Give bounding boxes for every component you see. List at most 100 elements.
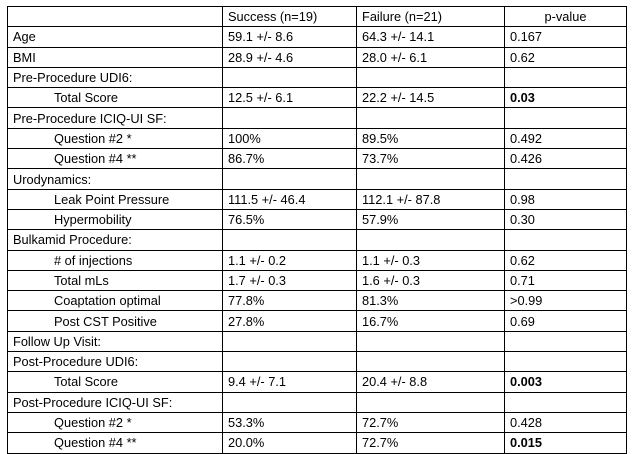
success-value: 53.3% [222, 411, 357, 434]
p-value: 0.62 [504, 46, 627, 68]
table-row: Age 59.1 +/- 8.6 64.3 +/- 14.1 0.167 [7, 26, 627, 48]
row-label: # of injections [7, 249, 223, 271]
failure-value [356, 391, 505, 413]
p-value [504, 351, 627, 373]
table-row: Total Score 9.4 +/- 7.1 20.4 +/- 8.8 0.003 [7, 371, 627, 393]
table-row: BMI 28.9 +/- 4.6 28.0 +/- 6.1 0.62 [7, 46, 627, 68]
failure-value: 1.1 +/- 0.3 [356, 249, 505, 271]
success-value [222, 330, 357, 353]
row-label: Post-Procedure ICIQ-UI SF: [7, 391, 223, 413]
p-value: 0.015 [504, 432, 627, 454]
p-value [504, 66, 627, 89]
table-section-row: Post-Procedure ICIQ-UI SF: [7, 391, 627, 413]
table-header-row: Success (n=19) Failure (n=21) p-value [7, 5, 627, 28]
table-row: Question #2 * 100% 89.5% 0.492 [7, 127, 627, 150]
failure-value: 16.7% [356, 310, 505, 332]
p-value [504, 168, 627, 190]
row-label: Total Score [7, 371, 223, 393]
p-value: >0.99 [504, 290, 627, 312]
failure-value [356, 66, 505, 89]
header-success: Success (n=19) [222, 5, 357, 28]
failure-value: 1.6 +/- 0.3 [356, 269, 505, 292]
p-value: 0.71 [504, 269, 627, 292]
table-row: Question #2 * 53.3% 72.7% 0.428 [7, 411, 627, 434]
p-value: 0.167 [504, 26, 627, 48]
p-value: 0.30 [504, 208, 627, 231]
failure-value: 73.7% [356, 148, 505, 170]
failure-value: 89.5% [356, 127, 505, 150]
row-label: Total mLs [7, 269, 223, 292]
failure-value [356, 330, 505, 353]
p-value: 0.426 [504, 148, 627, 170]
table-row: Question #4 ** 20.0% 72.7% 0.015 [7, 432, 627, 454]
table-row: Hypermobility 76.5% 57.9% 0.30 [7, 208, 627, 231]
table-section-row: Pre-Procedure ICIQ-UI SF: [7, 107, 627, 129]
success-value: 1.1 +/- 0.2 [222, 249, 357, 271]
row-label: Age [7, 26, 223, 48]
p-value: 0.003 [504, 371, 627, 393]
p-value [504, 391, 627, 413]
success-value: 9.4 +/- 7.1 [222, 371, 357, 393]
failure-value: 20.4 +/- 8.8 [356, 371, 505, 393]
row-label: Urodynamics: [7, 168, 223, 190]
row-label: Question #4 ** [7, 148, 223, 170]
results-table-container: Success (n=19) Failure (n=21) p-value Ag… [7, 5, 627, 454]
success-value [222, 107, 357, 129]
failure-value: 72.7% [356, 432, 505, 454]
row-label: Hypermobility [7, 208, 223, 231]
p-value: 0.492 [504, 127, 627, 150]
failure-value: 81.3% [356, 290, 505, 312]
table-section-row: Pre-Procedure UDI6: [7, 66, 627, 89]
success-value: 12.5 +/- 6.1 [222, 87, 357, 109]
failure-value: 57.9% [356, 208, 505, 231]
success-value: 1.7 +/- 0.3 [222, 269, 357, 292]
p-value [504, 229, 627, 251]
row-label: Pre-Procedure ICIQ-UI SF: [7, 107, 223, 129]
p-value: 0.69 [504, 310, 627, 332]
row-label: Post CST Positive [7, 310, 223, 332]
table-row: Leak Point Pressure 111.5 +/- 46.4 112.1 +… [7, 188, 627, 210]
success-value: 100% [222, 127, 357, 150]
failure-value [356, 107, 505, 129]
p-value: 0.428 [504, 411, 627, 434]
row-label: BMI [7, 46, 223, 68]
failure-value: 112.1 +/- 87.8 [356, 188, 505, 210]
table-row: Total mLs 1.7 +/- 0.3 1.6 +/- 0.3 0.71 [7, 269, 627, 292]
success-value: 27.8% [222, 310, 357, 332]
failure-value [356, 351, 505, 373]
header-variable [7, 5, 223, 28]
success-value: 111.5 +/- 46.4 [222, 188, 357, 210]
table-body: Age 59.1 +/- 8.6 64.3 +/- 14.1 0.167 BMI 28.9… [7, 26, 627, 454]
table-row: # of injections 1.1 +/- 0.2 1.1 +/- 0.3 0.6… [7, 249, 627, 271]
failure-value [356, 168, 505, 190]
header-failure: Failure (n=21) [356, 5, 505, 28]
row-label: Question #2 * [7, 127, 223, 150]
success-value [222, 168, 357, 190]
table-row: Total Score 12.5 +/- 6.1 22.2 +/- 14.5 0.03 [7, 87, 627, 109]
p-value: 0.98 [504, 188, 627, 210]
table-row: Question #4 ** 86.7% 73.7% 0.426 [7, 148, 627, 170]
row-label: Question #4 ** [7, 432, 223, 454]
failure-value: 64.3 +/- 14.1 [356, 26, 505, 48]
row-label: Leak Point Pressure [7, 188, 223, 210]
table-row: Coaptation optimal 77.8% 81.3% >0.99 [7, 290, 627, 312]
row-label: Coaptation optimal [7, 290, 223, 312]
failure-value: 22.2 +/- 14.5 [356, 87, 505, 109]
p-value: 0.62 [504, 249, 627, 271]
table-section-row: Bulkamid Procedure: [7, 229, 627, 251]
success-value [222, 391, 357, 413]
row-label: Total Score [7, 87, 223, 109]
success-value: 76.5% [222, 208, 357, 231]
results-table: Success (n=19) Failure (n=21) p-value Ag… [7, 5, 627, 454]
success-value: 77.8% [222, 290, 357, 312]
failure-value [356, 229, 505, 251]
success-value: 59.1 +/- 8.6 [222, 26, 357, 48]
p-value [504, 330, 627, 353]
p-value: 0.03 [504, 87, 627, 109]
row-label: Pre-Procedure UDI6: [7, 66, 223, 89]
p-value [504, 107, 627, 129]
table-row: Post CST Positive 27.8% 16.7% 0.69 [7, 310, 627, 332]
failure-value: 72.7% [356, 411, 505, 434]
row-label: Question #2 * [7, 411, 223, 434]
success-value [222, 229, 357, 251]
